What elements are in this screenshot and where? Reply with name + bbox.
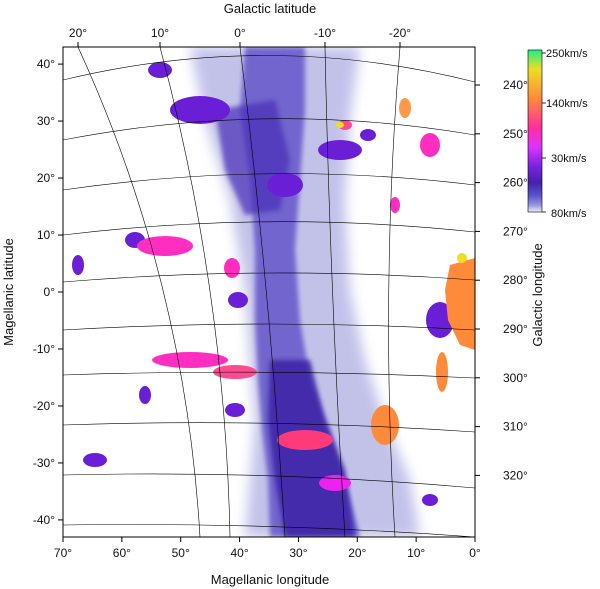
right-tick-label: 290° [503,322,528,336]
y-tick-label: -40° [33,513,55,527]
magenta-clouds [137,120,440,491]
colorbar-label-250: 250km/s [546,48,588,60]
right-tick-label: 240° [503,78,528,92]
colorbar-label-140: 140km/s [546,98,588,110]
right-tick-label: 250° [503,127,528,141]
right-axis-title: Galactic longitude [530,243,545,346]
colorbar-label-80: 80km/s [551,208,587,220]
orange-clouds [336,98,475,445]
colorbar-gradient [527,49,543,213]
top-tick-label: 0° [234,26,246,40]
x-tick-label: 30° [289,546,307,560]
galactic-grid [63,47,475,537]
x-tick-label: 40° [230,546,248,560]
y-tick-label: 30° [37,114,55,128]
y-tick-label: -30° [33,456,55,470]
top-tick-label: -10° [314,26,336,40]
y-tick-label: -10° [33,342,55,356]
top-axis-title: Galactic latitude [224,1,317,16]
right-tick-label: 280° [503,273,528,287]
right-tick-label: 270° [503,224,528,238]
top-tick-label: 10° [151,26,169,40]
y-tick-label: -20° [33,399,55,413]
top-tick-label: 20° [69,26,87,40]
x-tick-label: 70° [54,546,72,560]
x-axis-ticks: 70° 60° 50° 40° 30° 20° 10° 0° [54,537,481,560]
y-tick-label: 40° [37,57,55,71]
right-tick-label: 260° [503,176,528,190]
colorbar-label-30: 30km/s [551,153,587,165]
top-axis-ticks: 20° 10° 0° -10° -20° [69,26,411,47]
y-tick-label: 20° [37,171,55,185]
x-tick-label: 10° [407,546,425,560]
y-axis-title: Magellanic latitude [1,238,16,346]
x-tick-label: 0° [469,546,481,560]
x-tick-label: 60° [113,546,131,560]
x-tick-label: 50° [172,546,190,560]
x-axis-title: Magellanic longitude [211,572,330,587]
top-tick-label: -20° [389,26,411,40]
right-tick-label: 300° [503,371,528,385]
emission-map [72,47,475,537]
x-tick-label: 20° [348,546,366,560]
y-axis-ticks: 40° 30° 20° 10° 0° -10° -20° -30° -40° [33,57,63,527]
right-axis-ticks: 240° 250° 260° 270° 280° 290° 300° 310° 320° [475,78,528,482]
y-tick-label: 0° [44,285,56,299]
right-tick-label: 320° [503,468,528,482]
colorbar: 250km/s 140km/s 30km/s 80km/s [527,48,588,220]
y-tick-label: 10° [37,228,55,242]
right-tick-label: 310° [503,420,528,434]
